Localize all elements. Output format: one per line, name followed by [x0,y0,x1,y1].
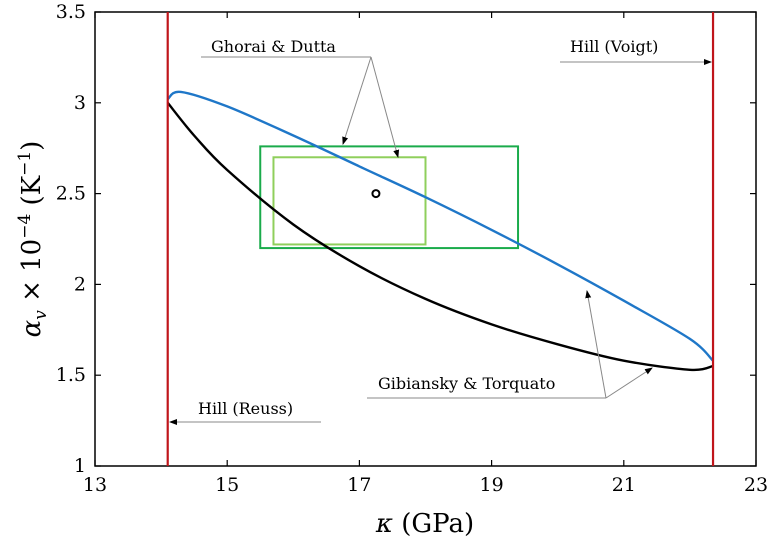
x-tick-label-1: 15 [215,474,239,496]
y-tick-label-3: 2.5 [56,183,86,205]
series-6-point [371,189,381,199]
x-axis-label: κ (GPa) [375,509,474,539]
series-5-rectangle [272,156,427,246]
annotation-ghorai-arrow-outer [342,56,372,145]
annotation-hill-voigt-label: Hill (Voigt) [570,37,658,56]
annotations: Ghorai & Dutta Hill (Voigt) Gibiansky & … [169,37,712,425]
x-tick-label-5: 23 [744,474,768,496]
annotation-hill-reuss-label: Hill (Reuss) [198,399,293,418]
annotation-hill-voigt: Hill (Voigt) [560,37,712,65]
x-tick-label-3: 19 [480,474,504,496]
annotation-hill-reuss: Hill (Reuss) [169,399,321,425]
x-tick-label-0: 13 [83,474,107,496]
annotation-gibiansky-arrow-upper [585,290,607,399]
x-tick-label-4: 21 [612,474,636,496]
y-axis-label: αv × 10−4 (K−1) [15,141,51,338]
y-tick-label-4: 3 [74,92,86,114]
x-axis-title: κ (GPa) [375,509,474,539]
x-tick-label-2: 17 [347,474,371,496]
y-tick-label-5: 3.5 [56,1,86,23]
annotation-gibiansky-label: Gibiansky & Torquato [378,374,555,393]
series-3-curve [166,102,714,372]
tick-labels: 13 15 17 19 21 23 1 1.5 2 2.5 3 3.5 [56,1,768,496]
tick-marks [94,11,757,467]
annotation-ghorai-label: Ghorai & Dutta [211,37,336,56]
plot-frame [94,11,757,467]
annotation-gibiansky-arrow-lower [605,367,653,399]
series-layer [166,12,715,466]
y-tick-label-1: 1.5 [56,364,86,386]
y-tick-label-2: 2 [74,273,86,295]
annotation-ghorai-dutta: Ghorai & Dutta [201,37,400,158]
plot-area [94,11,757,467]
annotation-gibiansky-torquato: Gibiansky & Torquato [367,290,653,399]
series-4-rectangle [259,145,520,250]
y-tick-label-0: 1 [74,455,86,477]
annotation-ghorai-arrow-inner [370,56,400,158]
y-axis-title: αv × 10−4 (K−1) [15,141,51,338]
series-2-curve [166,90,714,362]
